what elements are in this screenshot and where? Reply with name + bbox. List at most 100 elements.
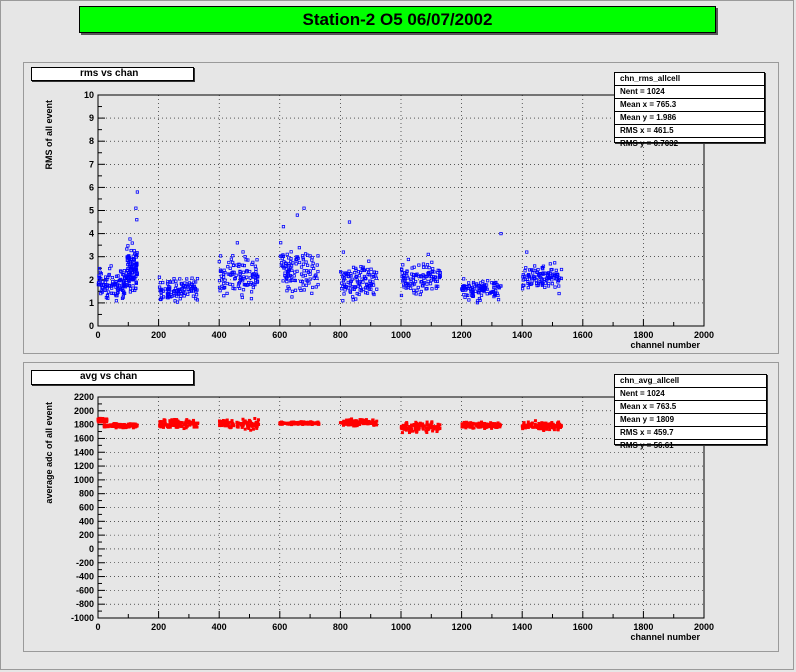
data-point <box>542 428 546 432</box>
x-tick-label: 600 <box>272 622 287 632</box>
data-point <box>117 279 121 283</box>
data-point <box>543 285 547 289</box>
data-point <box>135 271 139 275</box>
data-point <box>536 283 540 287</box>
data-point <box>304 283 308 287</box>
data-point <box>251 427 255 431</box>
data-point <box>285 276 289 281</box>
data-point <box>359 264 363 269</box>
data-point <box>349 274 353 278</box>
data-point <box>302 420 306 424</box>
data-point <box>107 272 111 277</box>
data-point <box>472 426 476 430</box>
data-point <box>473 422 477 426</box>
data-point <box>162 425 166 429</box>
data-point <box>312 276 316 280</box>
data-point <box>304 252 308 256</box>
data-point <box>185 277 189 281</box>
stats-box-rms: chn_rms_allcell Nent = 1024 Mean x = 765… <box>614 72 765 148</box>
data-point <box>218 289 222 293</box>
data-point <box>421 427 425 431</box>
data-point <box>241 250 245 254</box>
data-point <box>526 425 530 429</box>
data-point <box>411 275 415 279</box>
data-point <box>218 424 222 428</box>
data-point <box>524 266 528 270</box>
data-point <box>529 424 533 428</box>
stats-rms-y: RMS y = 56.61 <box>620 441 674 451</box>
data-point <box>192 280 196 284</box>
data-point <box>530 281 534 286</box>
data-point <box>551 422 555 426</box>
data-point <box>401 423 405 427</box>
data-point <box>218 254 223 258</box>
data-point <box>404 428 408 432</box>
data-point <box>132 249 136 253</box>
data-point <box>404 286 408 290</box>
x-tick-label: 1600 <box>573 622 593 632</box>
data-point <box>160 422 164 426</box>
y-tick-label: -800 <box>76 599 94 609</box>
data-point <box>281 279 285 283</box>
data-point <box>419 280 423 284</box>
data-point <box>231 254 235 258</box>
y-tick-label: 400 <box>79 516 94 526</box>
data-point <box>301 274 305 278</box>
data-point <box>315 421 319 425</box>
data-point <box>191 418 195 422</box>
data-point <box>101 280 105 284</box>
data-point <box>287 273 291 277</box>
data-point <box>178 422 182 426</box>
data-point <box>302 206 306 210</box>
data-point <box>194 293 199 297</box>
data-point <box>253 264 258 268</box>
data-point <box>360 277 364 281</box>
data-point <box>521 427 525 431</box>
data-point <box>244 283 248 287</box>
data-point <box>424 265 429 269</box>
data-point <box>430 421 434 425</box>
data-point <box>218 268 223 272</box>
data-point <box>489 421 493 425</box>
stats-rms-x: RMS x = 459.7 <box>615 427 766 441</box>
data-point <box>559 267 564 272</box>
data-point <box>415 426 419 430</box>
data-point <box>496 421 500 425</box>
data-point <box>557 284 561 288</box>
data-point <box>255 258 259 262</box>
data-point <box>481 422 485 426</box>
data-point <box>535 275 539 279</box>
data-point <box>557 291 561 296</box>
data-point <box>183 291 187 295</box>
data-point <box>233 276 237 280</box>
data-point <box>128 237 132 241</box>
data-point <box>537 421 541 425</box>
data-point <box>364 420 368 424</box>
data-point <box>116 274 120 278</box>
data-point <box>341 299 345 303</box>
data-point <box>354 297 358 301</box>
data-point <box>402 283 406 287</box>
data-point <box>227 421 231 425</box>
data-point <box>241 421 245 425</box>
data-point <box>544 421 548 425</box>
data-point <box>119 270 123 274</box>
y-tick-label: 1800 <box>74 420 94 430</box>
data-point <box>175 422 179 426</box>
data-point <box>294 421 298 425</box>
data-point <box>298 420 302 424</box>
data-point <box>283 264 288 268</box>
data-point <box>178 277 182 281</box>
data-point <box>158 281 163 285</box>
data-point <box>556 428 560 432</box>
data-point <box>172 277 176 281</box>
data-point <box>131 424 135 428</box>
data-point <box>471 290 475 294</box>
y-tick-label: 2 <box>89 275 94 285</box>
data-point <box>411 423 415 427</box>
data-point <box>241 417 245 421</box>
data-point <box>131 278 135 282</box>
data-point <box>116 290 120 294</box>
data-point <box>549 423 553 427</box>
